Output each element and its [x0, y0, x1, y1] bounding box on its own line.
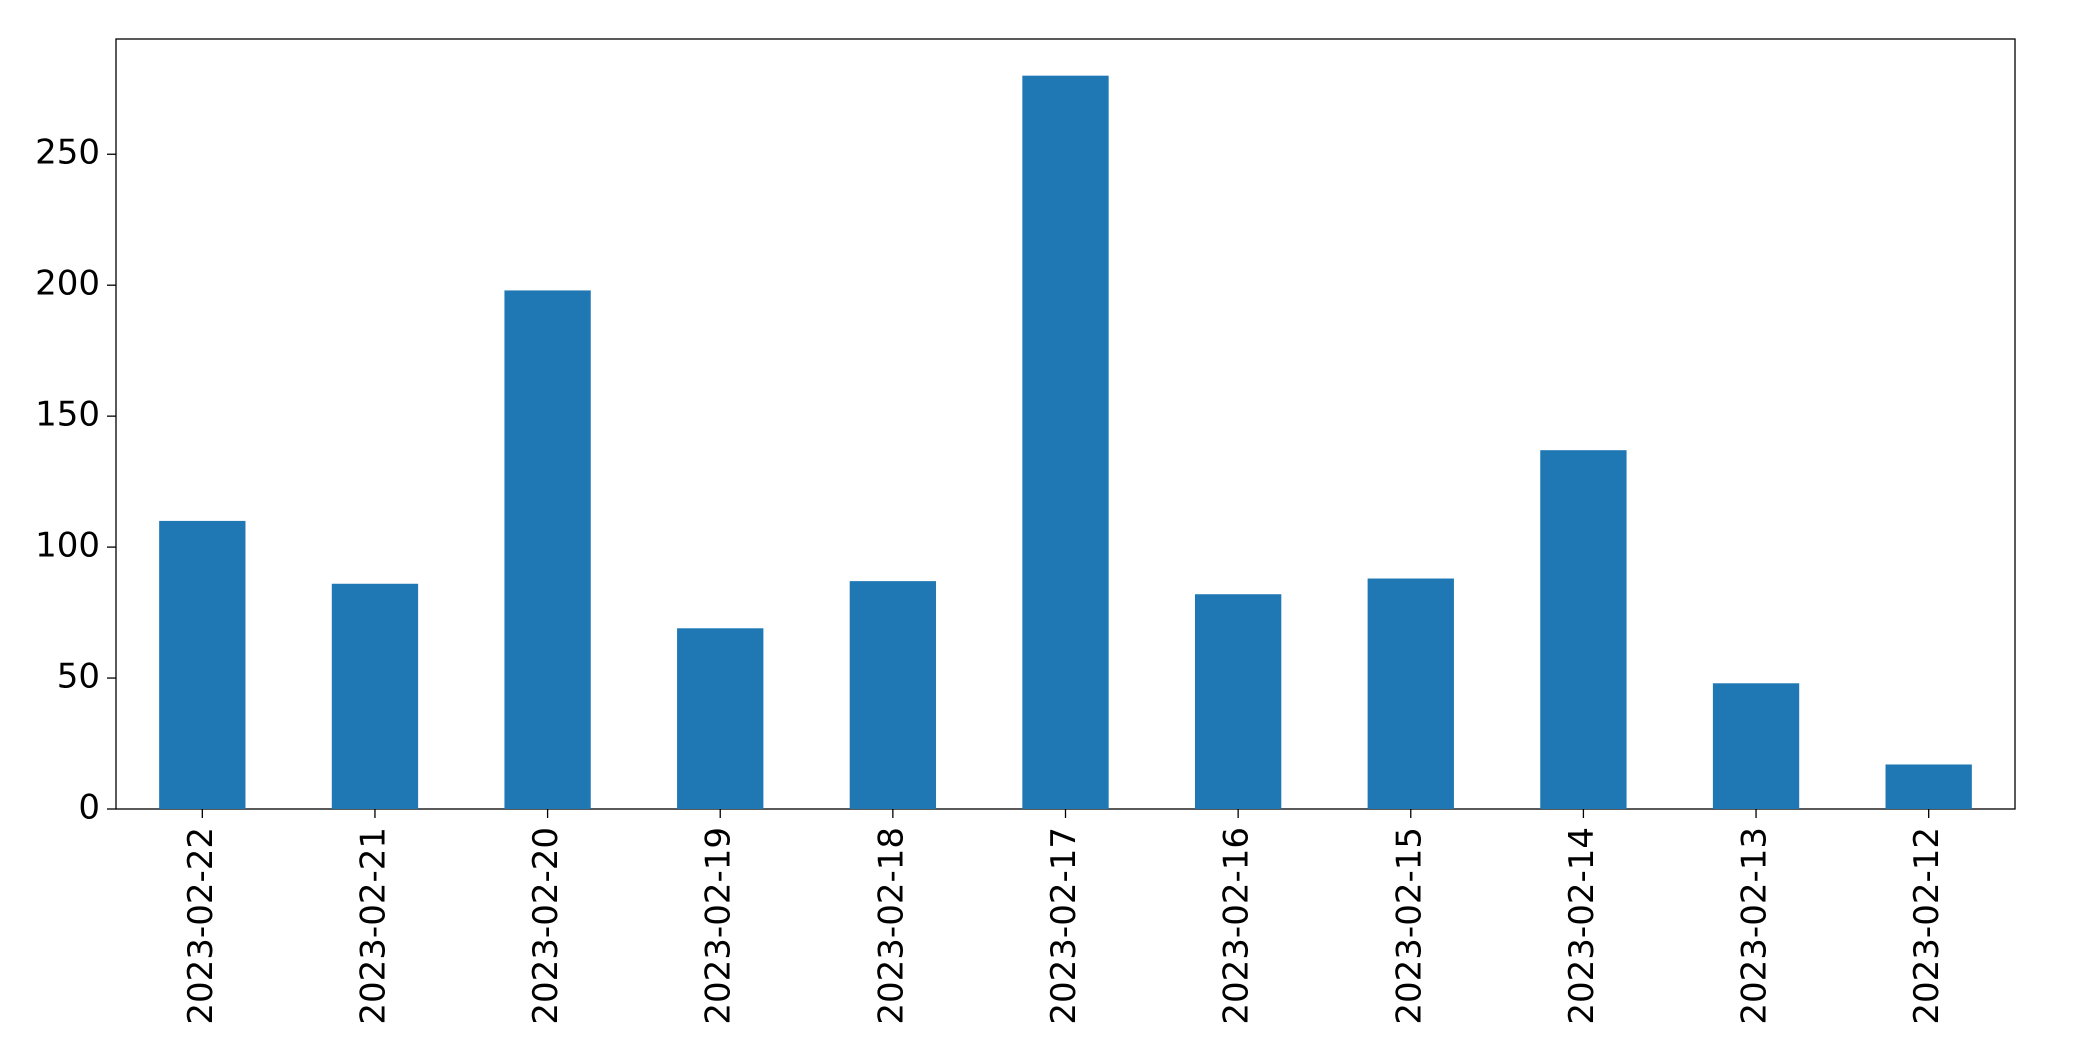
- bar: [159, 520, 246, 809]
- bar: [1885, 764, 1972, 809]
- bar: [1194, 594, 1282, 809]
- y-tick-label: 100: [35, 526, 100, 566]
- y-tick-label: 200: [35, 264, 100, 304]
- x-tick-label: 2023-02-17: [1044, 827, 1084, 1025]
- x-tick-label: 2023-02-18: [871, 827, 911, 1025]
- bar: [849, 581, 937, 809]
- x-tick-label: 2023-02-13: [1735, 827, 1775, 1025]
- x-tick-label: 2023-02-15: [1389, 827, 1429, 1025]
- bar: [1367, 578, 1454, 809]
- x-tick-label: 2023-02-16: [1217, 827, 1257, 1025]
- y-tick-label: 150: [35, 395, 100, 435]
- x-tick-label: 2023-02-20: [526, 827, 566, 1025]
- bar: [331, 583, 419, 809]
- x-tick-label: 2023-02-21: [353, 827, 393, 1025]
- bar: [1540, 450, 1627, 809]
- bar: [1712, 683, 1800, 809]
- x-tick-label: 2023-02-22: [181, 827, 221, 1025]
- x-tick-label: 2023-02-19: [699, 827, 739, 1025]
- y-tick-label: 0: [78, 788, 100, 828]
- x-tick-label: 2023-02-12: [1907, 827, 1947, 1025]
- bar: [677, 628, 764, 809]
- x-tick-label: 2023-02-14: [1562, 827, 1602, 1025]
- bar: [504, 290, 591, 809]
- bar: [1022, 75, 1109, 809]
- y-tick-label: 250: [35, 133, 100, 173]
- y-tick-label: 50: [57, 657, 100, 697]
